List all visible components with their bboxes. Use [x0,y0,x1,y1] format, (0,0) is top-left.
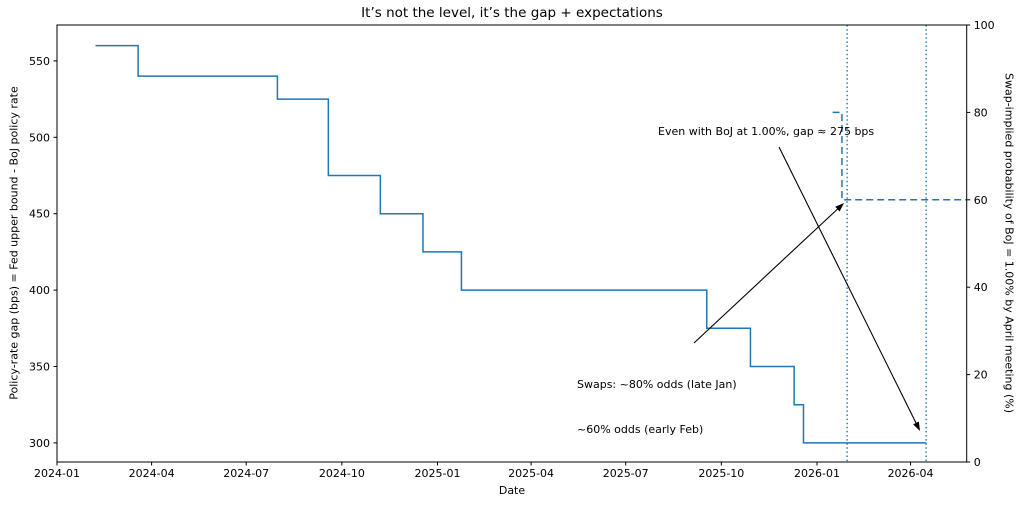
x-tick-label: 2026-04 [888,467,934,480]
left-tick-label: 350 [29,361,50,374]
annotation-arrow-head [835,203,844,212]
series-policy-rate-gap-bps [95,44,927,444]
right-tick-label: 80 [974,106,988,119]
x-axis-label: Date [498,484,526,497]
series-swap-implied-probability-pct [832,111,967,201]
annotation-arrow-shaft [778,146,918,426]
right-tick-label: 20 [974,369,988,382]
left-tick-label: 400 [29,284,50,297]
x-tick-label: 2024-04 [129,467,175,480]
x-tick-label: 2024-01 [34,467,80,480]
x-tick-label: 2025-01 [415,467,461,480]
x-tick-label: 2025-07 [603,467,649,480]
annotation-arrow-head [913,421,920,431]
right-tick-label: 40 [974,281,988,294]
x-tick-label: 2026-01 [794,467,840,480]
annotation-gap-275bps: Even with BoJ at 1.00%, gap ≈ 275 bps [658,125,875,138]
x-tick-label: 2024-07 [223,467,269,480]
right-tick-label: 60 [974,194,988,207]
annotation-arrow-shaft [693,206,840,344]
chart-title: It’s not the level, it’s the gap + expec… [361,5,663,21]
x-tick-label: 2024-10 [319,467,365,480]
x-tick-label: 2025-10 [698,467,744,480]
annotation-swaps-line1: Swaps: ~80% odds (late Jan) [577,378,737,391]
left-tick-label: 500 [29,131,50,144]
left-tick-label: 450 [29,208,50,221]
right-tick-label: 100 [974,19,995,32]
annotation-swaps-line2: ~60% odds (early Feb) [577,423,704,436]
left-tick-label: 300 [29,437,50,450]
left-tick-label: 550 [29,55,50,68]
right-axis-label: Swap-implied probability of BoJ = 1.00% … [1002,73,1016,413]
annotation-swaps-odds: Swaps: ~80% odds (late Jan) ~60% odds (e… [577,347,737,467]
axes-spines [56,24,968,463]
left-axis-label: Policy-rate gap (bps) = Fed upper bound … [7,86,21,400]
right-tick-label: 0 [974,456,981,469]
x-tick-label: 2025-04 [508,467,554,480]
